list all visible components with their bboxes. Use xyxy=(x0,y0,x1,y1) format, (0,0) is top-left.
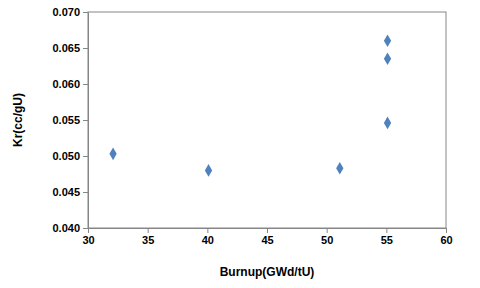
y-tick: 0.040 xyxy=(52,222,88,234)
y-tick: 0.055 xyxy=(52,114,88,126)
point xyxy=(336,162,343,175)
y-tick-label: 0.055 xyxy=(52,114,80,126)
x-tick: 50 xyxy=(321,228,333,246)
y-tick-label: 0.050 xyxy=(52,150,80,162)
y-tick-mark xyxy=(83,84,88,85)
y-tick: 0.045 xyxy=(52,186,88,198)
x-tick: 60 xyxy=(440,228,452,246)
point xyxy=(384,117,391,130)
points xyxy=(109,34,391,176)
y-tick-label: 0.065 xyxy=(52,42,80,54)
x-tick-label: 45 xyxy=(261,234,273,246)
x-tick-mark xyxy=(148,228,149,233)
x-tick-mark xyxy=(386,228,387,233)
x-tick: 55 xyxy=(381,228,393,246)
point xyxy=(384,52,391,65)
y-tick: 0.060 xyxy=(52,78,88,90)
y-axis: 0.040 0.045 0.050 0.055 0.060 0.065 0.070 xyxy=(52,6,88,234)
x-tick-mark xyxy=(207,228,208,233)
y-tick-label: 0.045 xyxy=(52,186,80,198)
x-axis: 30 35 40 45 50 55 60 xyxy=(82,228,452,246)
y-tick: 0.065 xyxy=(52,42,88,54)
y-tick-mark xyxy=(83,48,88,49)
point xyxy=(205,164,212,177)
x-tick: 35 xyxy=(142,228,154,246)
y-tick-mark xyxy=(83,228,88,229)
y-axis-title: Kr(cc/gU) xyxy=(11,93,25,147)
point xyxy=(384,34,391,47)
x-tick: 45 xyxy=(261,228,273,246)
x-tick: 30 xyxy=(82,228,94,246)
y-tick-label: 0.060 xyxy=(52,78,80,90)
x-tick-label: 35 xyxy=(142,234,154,246)
x-axis-title: Burnup(GWd/tU) xyxy=(220,265,315,279)
chart: 303540455055600.0400.0450.0500.0550.0600… xyxy=(0,0,480,288)
x-tick-label: 40 xyxy=(202,234,214,246)
x-axis-line xyxy=(89,229,447,234)
x-tick-mark xyxy=(267,228,268,233)
x-tick-label: 30 xyxy=(82,234,94,246)
x-tick: 40 xyxy=(202,228,214,246)
x-tick-label: 55 xyxy=(381,234,393,246)
y-tick-label: 0.040 xyxy=(52,222,80,234)
point xyxy=(109,148,116,161)
x-tick-label: 60 xyxy=(440,234,452,246)
y-tick-mark xyxy=(83,120,88,121)
y-tick-mark xyxy=(83,192,88,193)
x-tick-label: 50 xyxy=(321,234,333,246)
y-tick-mark xyxy=(83,156,88,157)
x-tick-mark xyxy=(446,228,447,233)
y-tick: 0.070 xyxy=(52,6,88,18)
plot-frame xyxy=(88,12,446,228)
x-tick-mark xyxy=(327,228,328,233)
y-axis-line xyxy=(83,13,89,229)
plot: 303540455055600.0400.0450.0500.0550.0600… xyxy=(52,6,452,246)
y-tick-mark xyxy=(83,12,88,13)
y-tick-label: 0.070 xyxy=(52,6,80,18)
y-tick: 0.050 xyxy=(52,150,88,162)
